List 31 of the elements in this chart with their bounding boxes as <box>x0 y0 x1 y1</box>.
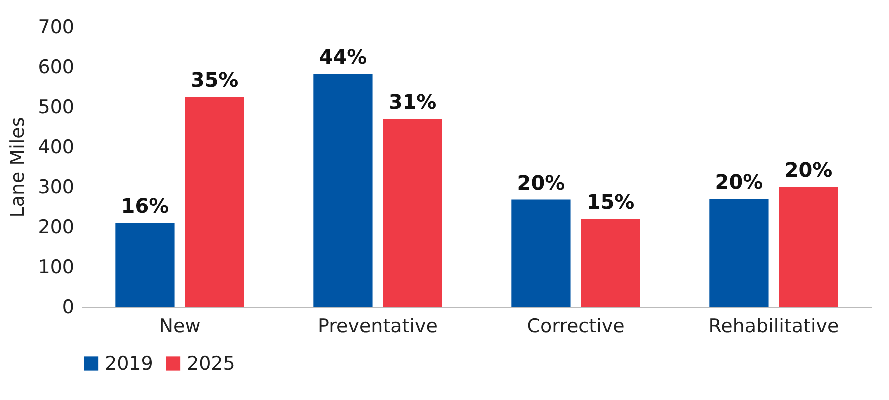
bar <box>314 74 373 307</box>
bar <box>779 187 838 307</box>
annotation: 31% <box>388 90 437 114</box>
annotation: 20% <box>784 158 833 182</box>
y-axis-title: Lane Miles <box>7 117 30 218</box>
y-tick-label: 400 <box>38 136 74 158</box>
bar <box>116 223 175 307</box>
x-tick-label: New <box>159 316 201 338</box>
legend-label: 2019 <box>105 352 154 375</box>
annotation: 20% <box>517 170 566 195</box>
bar <box>383 119 442 307</box>
y-tick-label: 100 <box>38 256 74 278</box>
legend-label: 2025 <box>187 352 236 375</box>
annotation: 16% <box>121 194 170 218</box>
x-tick-label: Rehabilitative <box>708 316 840 338</box>
bar <box>185 97 244 307</box>
y-tick-label: 200 <box>38 216 74 238</box>
y-tick-label: 0 <box>62 296 74 318</box>
y-tick-label: 600 <box>38 56 74 78</box>
bar <box>710 199 769 307</box>
x-tick-label: Corrective <box>527 316 625 338</box>
bar <box>581 219 640 307</box>
bar <box>512 200 571 307</box>
x-tick-label: Preventative <box>318 316 438 338</box>
annotation: 44% <box>319 45 368 70</box>
y-tick-label: 300 <box>38 176 74 198</box>
annotation: 35% <box>190 68 239 92</box>
annotation: 15% <box>586 190 635 214</box>
y-tick-label: 700 <box>38 16 74 38</box>
y-tick-label: 500 <box>38 96 74 118</box>
annotation: 20% <box>715 170 764 194</box>
